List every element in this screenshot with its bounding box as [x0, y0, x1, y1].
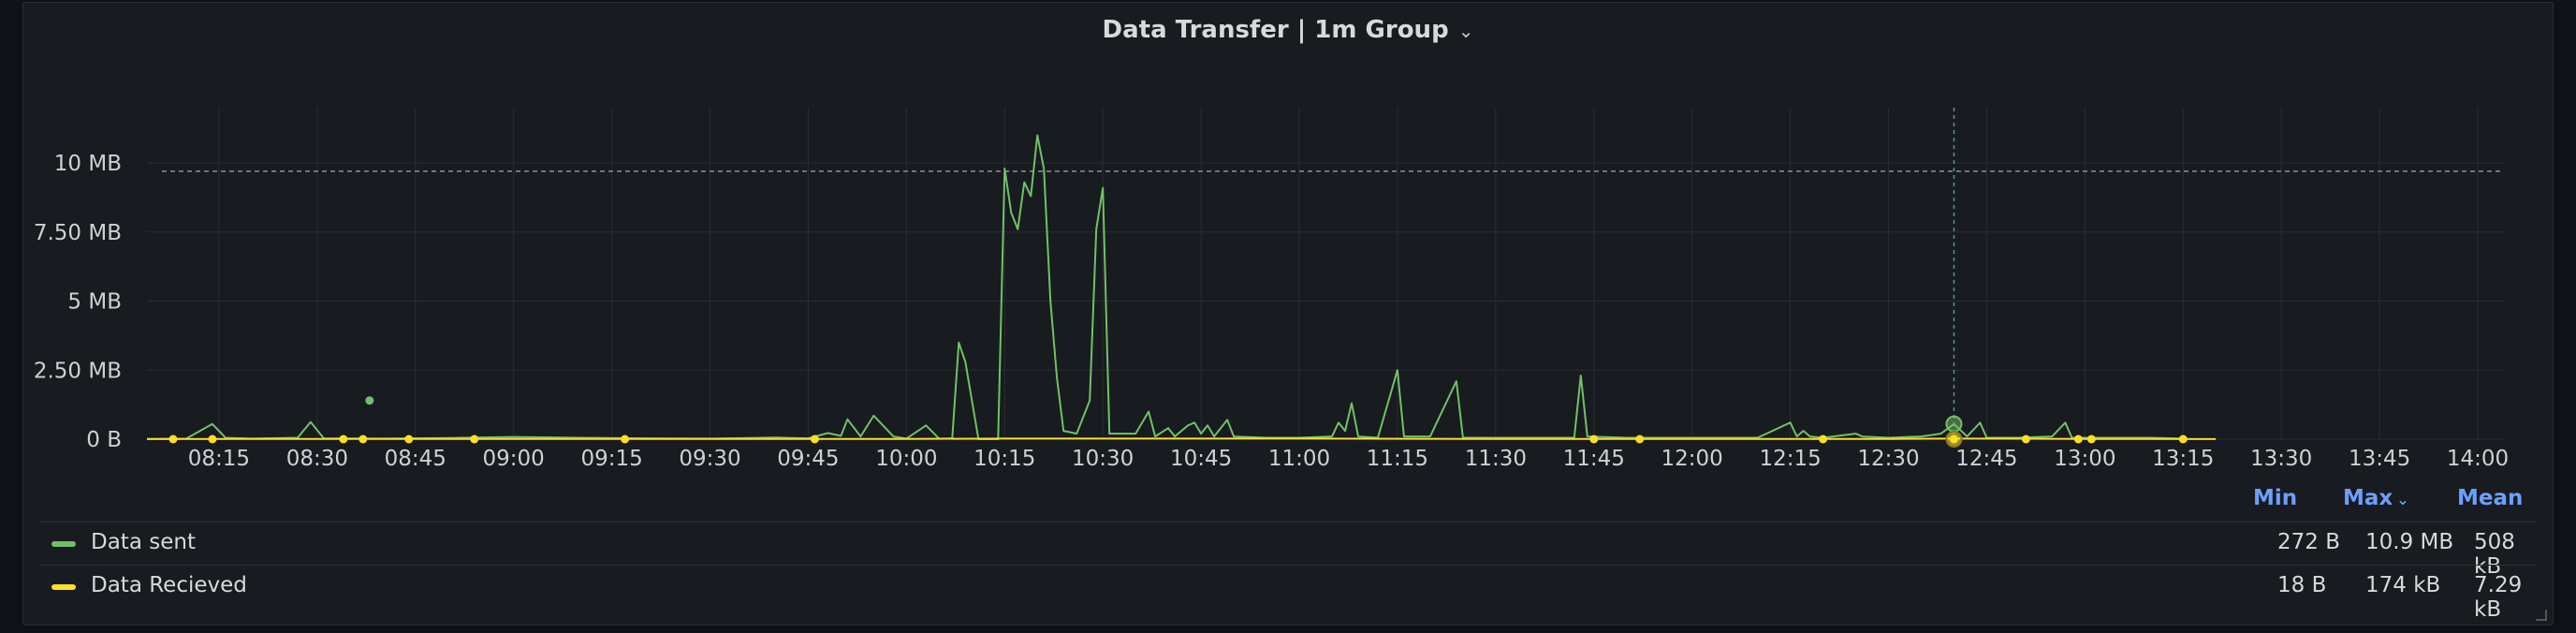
legend-swatch-sent	[51, 541, 76, 547]
data-point	[2086, 434, 2096, 444]
x-tick-label: 13:00	[2054, 447, 2115, 471]
x-tick-label: 08:45	[385, 447, 446, 471]
data-point	[810, 434, 819, 444]
series-line-data-sent	[146, 134, 2184, 440]
data-transfer-panel: Data Transfer | 1m Group ⌄ 08:15 08:30 08:4…	[22, 2, 2554, 626]
y-tick-label: 2.50 MB	[34, 359, 122, 383]
hover-marker-received	[1945, 431, 1963, 448]
data-point	[1635, 434, 1645, 444]
x-tick-label: 09:30	[679, 447, 740, 471]
legend-header-min[interactable]: Min	[2253, 486, 2298, 510]
data-point	[1819, 434, 1828, 444]
data-point	[404, 434, 414, 444]
legend-mean-value: 508 kB	[2474, 530, 2515, 579]
x-tick-label: 12:15	[1759, 447, 1821, 471]
data-point	[168, 434, 178, 444]
data-point	[339, 434, 348, 444]
resize-handle-icon[interactable]	[2536, 610, 2547, 621]
x-tick-label: 08:15	[188, 447, 250, 471]
x-tick-label: 12:00	[1661, 447, 1723, 471]
x-tick-label: 13:45	[2349, 447, 2410, 471]
data-point	[2073, 434, 2083, 444]
data-point	[621, 434, 630, 444]
x-tick-label: 11:15	[1367, 447, 1428, 471]
x-tick-label: 10:45	[1170, 447, 1232, 471]
x-tick-label: 09:00	[483, 447, 545, 471]
x-tick-label: 12:45	[1955, 447, 2017, 471]
x-tick-label: 14:00	[2447, 447, 2509, 471]
y-tick-label: 7.50 MB	[34, 221, 122, 245]
panel-title[interactable]: Data Transfer | 1m Group ⌄	[23, 16, 2553, 44]
x-tick-label: 09:45	[777, 447, 839, 471]
legend-series-name[interactable]: Data sent	[91, 530, 196, 554]
chevron-down-icon: ⌄	[2396, 491, 2409, 508]
data-point	[470, 434, 479, 444]
x-tick-label: 12:30	[1857, 447, 1919, 471]
hover-marker-sent	[1945, 415, 1963, 433]
legend-min-value: 272 B	[2277, 530, 2340, 554]
x-tick-label: 11:30	[1465, 447, 1527, 471]
legend-max-value: 174 kB	[2365, 573, 2441, 597]
x-tick-label: 08:30	[286, 447, 348, 471]
series-line-data-received	[146, 437, 2217, 440]
data-point	[359, 434, 368, 444]
x-tick-label: 11:45	[1563, 447, 1625, 471]
legend-row-data-sent[interactable]: Data sent 272 B 10.9 MB 508 kB	[38, 522, 2538, 579]
legend-swatch-received	[51, 584, 76, 590]
y-tick-label: 5 MB	[67, 290, 122, 315]
legend-row-data-received[interactable]: Data Recieved 18 B 174 kB 7.29 kB	[38, 565, 2538, 622]
legend-mean-value: 7.29 kB	[2474, 573, 2523, 622]
chevron-down-icon[interactable]: ⌄	[1457, 19, 1474, 42]
data-point	[365, 396, 374, 405]
data-point	[208, 434, 217, 444]
data-point	[1589, 434, 1599, 444]
time-series-chart[interactable]: 08:15 08:30 08:45 09:00 09:15 09:30 09:45 10:00…	[23, 3, 2554, 471]
y-tick-label: 10 MB	[54, 152, 122, 176]
y-tick-label: 0 B	[86, 428, 122, 452]
x-tick-label: 10:15	[973, 447, 1035, 471]
x-tick-label: 13:30	[2250, 447, 2312, 471]
x-tick-label: 09:15	[580, 447, 642, 471]
data-point	[2178, 434, 2188, 444]
data-point	[2021, 434, 2030, 444]
legend-header-max-label: Max	[2343, 486, 2393, 510]
x-tick-label: 10:00	[875, 447, 937, 471]
legend-header-max[interactable]: Max ⌄	[2343, 486, 2409, 510]
legend-max-value: 10.9 MB	[2365, 530, 2454, 554]
legend-series-name[interactable]: Data Recieved	[91, 573, 247, 597]
panel-title-text: Data Transfer | 1m Group	[1102, 16, 1449, 44]
legend-min-value: 18 B	[2277, 573, 2327, 597]
x-tick-label: 13:15	[2152, 447, 2214, 471]
x-tick-label: 11:00	[1268, 447, 1330, 471]
x-tick-label: 10:30	[1072, 447, 1134, 471]
legend-header-mean[interactable]: Mean	[2457, 486, 2524, 510]
